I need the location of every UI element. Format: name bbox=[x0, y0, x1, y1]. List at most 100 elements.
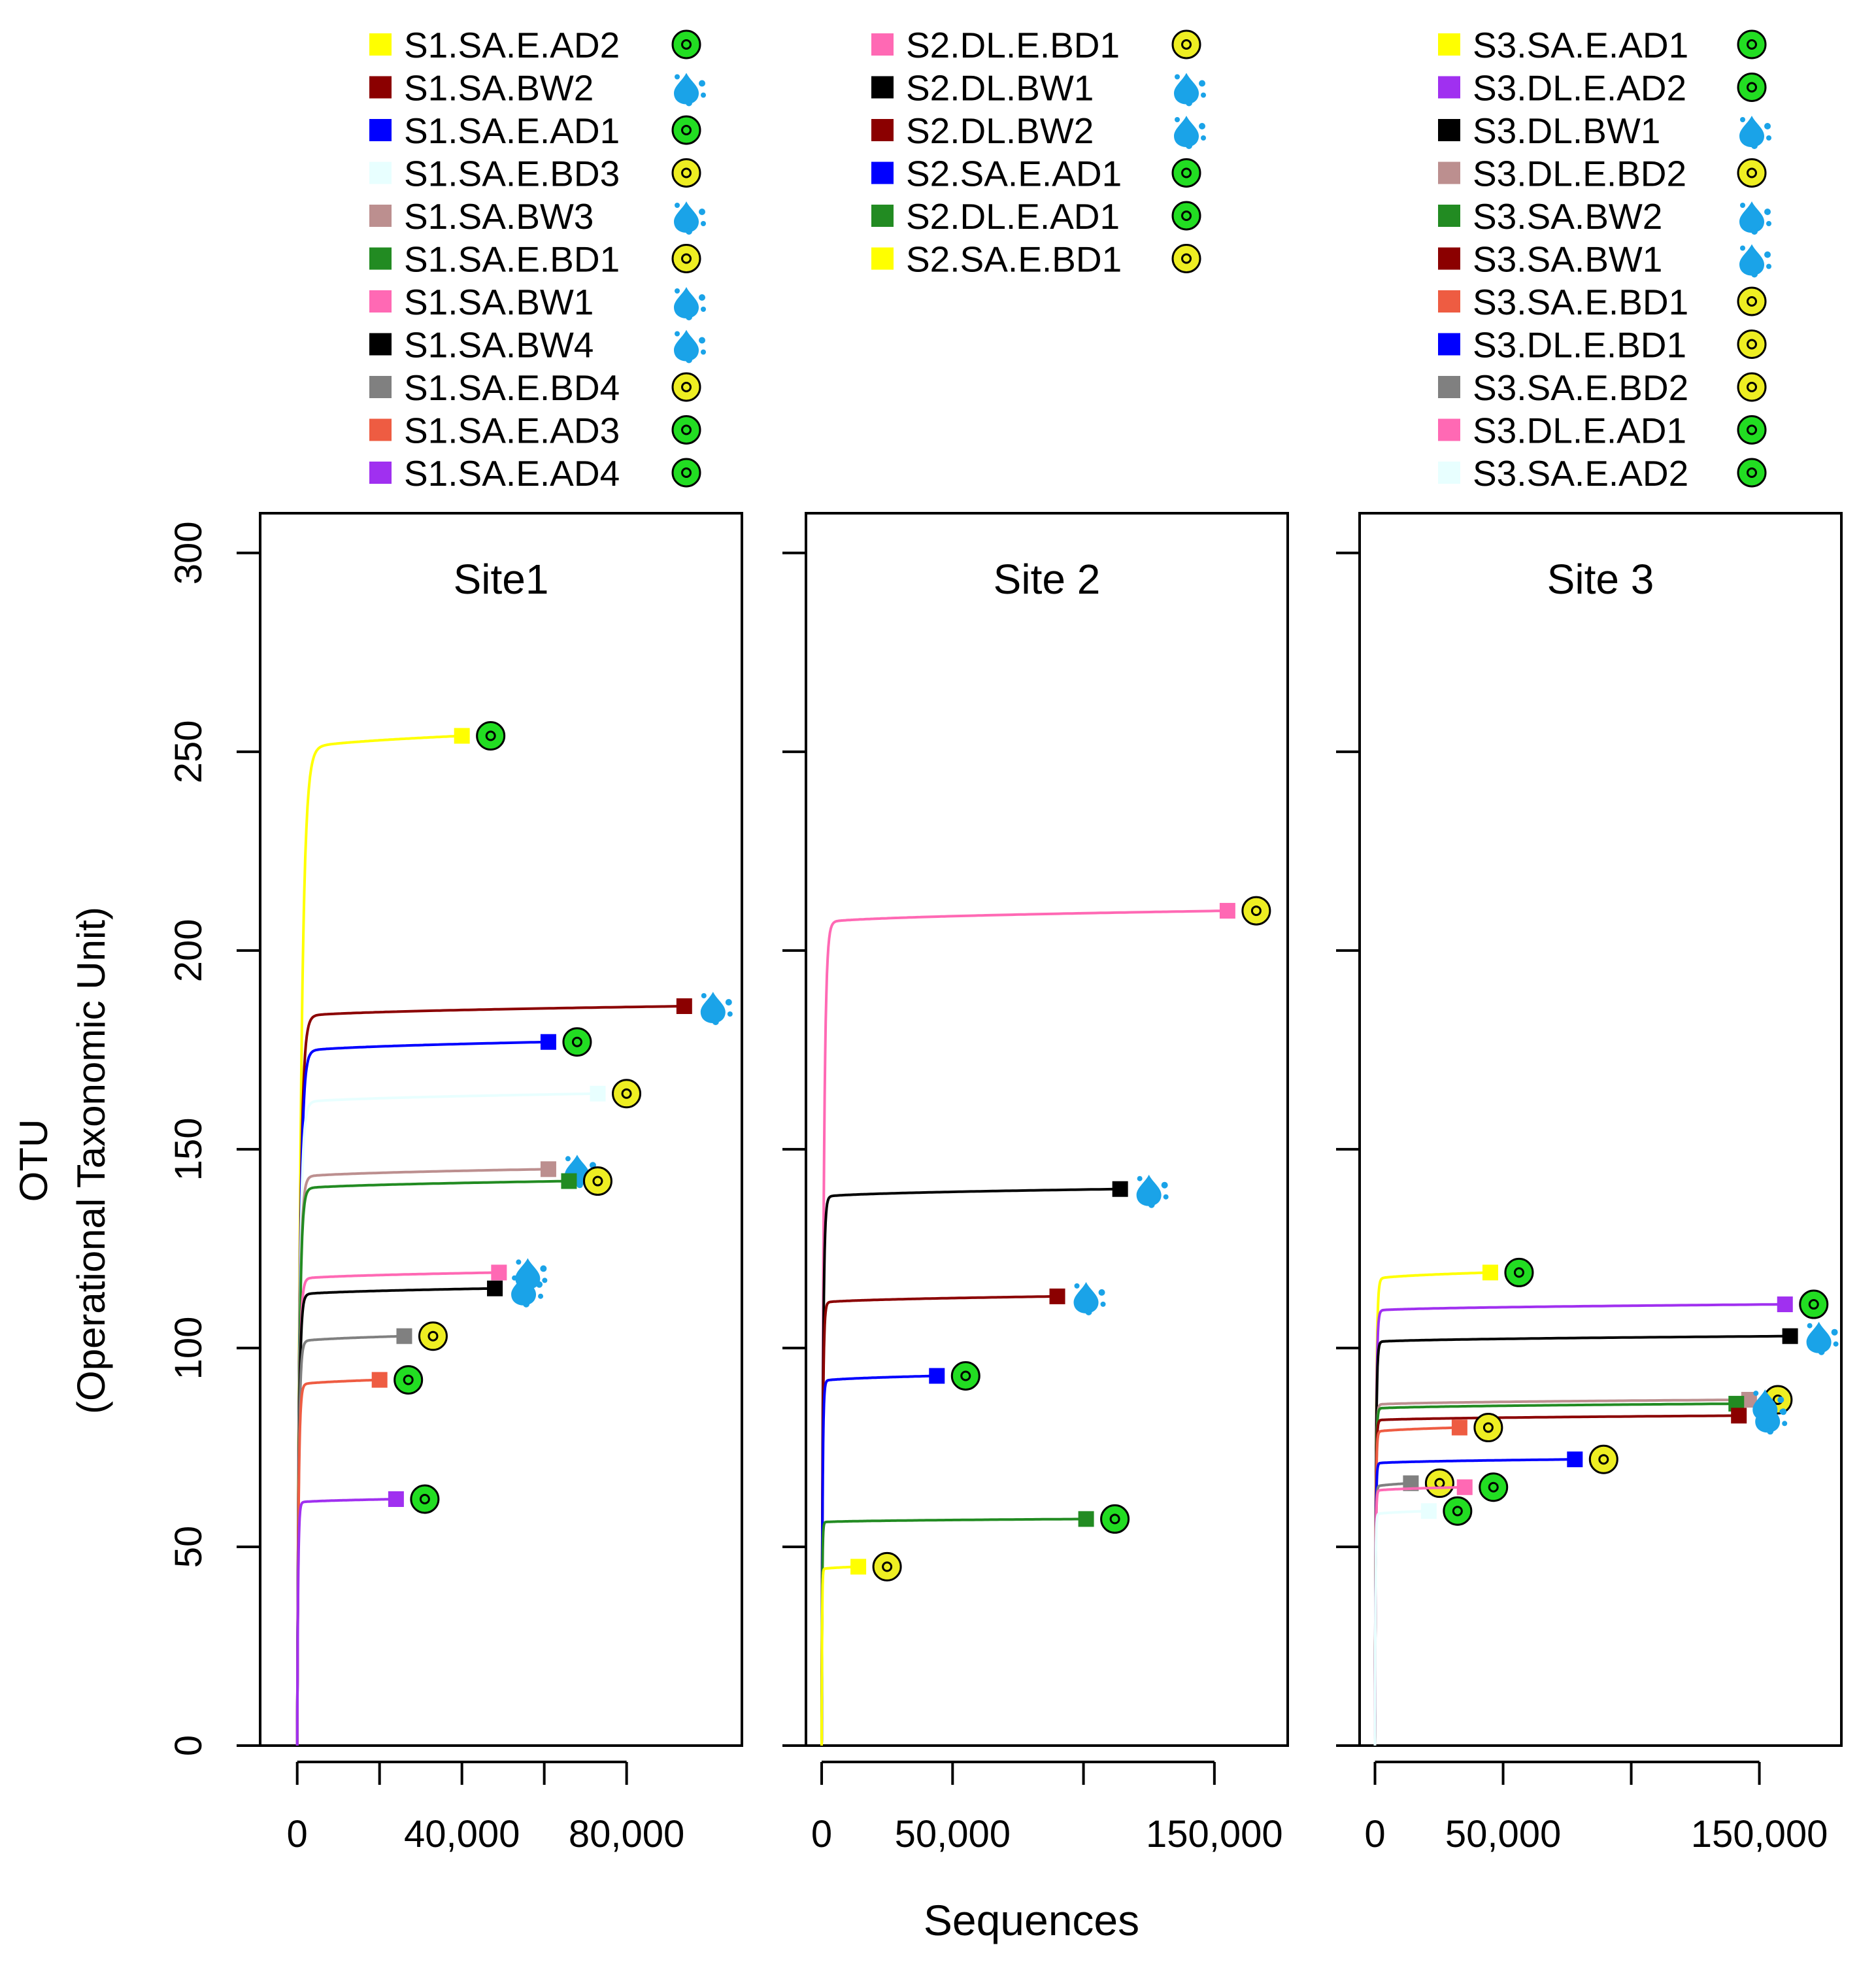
legend-item: S3.SA.BW1 bbox=[1438, 239, 1771, 280]
yellow-circle-icon bbox=[1588, 1444, 1618, 1474]
end-point bbox=[540, 1034, 556, 1050]
legend-item: S2.SA.E.AD1 bbox=[871, 154, 1201, 194]
legend-swatch bbox=[871, 119, 894, 141]
center-ring bbox=[1747, 467, 1757, 478]
x-axis: 0 50,000 150,000 bbox=[811, 1761, 1283, 1855]
droplet-icon bbox=[1174, 73, 1199, 105]
sample-type-marker bbox=[1588, 1444, 1618, 1474]
legend-marker bbox=[1174, 73, 1206, 107]
curve-line bbox=[820, 1294, 1058, 1746]
legend-swatch bbox=[369, 462, 392, 484]
legend-marker bbox=[674, 287, 706, 320]
panel-title: Site 3 bbox=[1547, 556, 1654, 603]
center-ring bbox=[1747, 39, 1757, 50]
legend-swatch bbox=[369, 161, 392, 184]
green-circle-icon bbox=[950, 1361, 980, 1391]
splash-dot bbox=[1766, 263, 1771, 269]
yellow-circle-icon bbox=[1737, 158, 1767, 188]
splash-dot bbox=[1163, 1194, 1169, 1200]
legend-item: S3.SA.E.AD1 bbox=[1438, 25, 1767, 65]
droplet-icon bbox=[674, 287, 699, 318]
curve-line bbox=[295, 1179, 569, 1746]
legend-marker bbox=[1737, 158, 1767, 188]
legend-marker bbox=[1739, 201, 1771, 235]
splash-dot bbox=[523, 1300, 530, 1308]
x-tick-label: 150,000 bbox=[1691, 1813, 1828, 1855]
sample-type-marker bbox=[1806, 1321, 1839, 1355]
legend-marker bbox=[674, 330, 706, 364]
legend-swatch bbox=[369, 33, 392, 56]
splash-dot bbox=[701, 307, 706, 312]
legend-item: S1.SA.BW1 bbox=[369, 282, 706, 322]
legend-site1: S1.SA.E.AD2S1.SA.BW2S1.SA.E.AD1S1.SA.E.B… bbox=[369, 25, 706, 494]
end-point bbox=[1482, 1264, 1498, 1281]
green-circle-icon bbox=[671, 29, 701, 59]
legend-swatch bbox=[369, 247, 392, 270]
legend-item: S1.SA.E.BD3 bbox=[369, 154, 701, 194]
curve-line bbox=[820, 1517, 1086, 1746]
legend-label: S1.SA.E.AD3 bbox=[404, 411, 620, 451]
sample-type-marker bbox=[1443, 1496, 1473, 1526]
droplet-icon bbox=[1136, 1174, 1162, 1206]
legend-label: S2.SA.E.AD1 bbox=[906, 154, 1122, 194]
green-circle-icon bbox=[1504, 1257, 1534, 1287]
splash-dot bbox=[512, 1275, 518, 1281]
yellow-circle-icon bbox=[671, 244, 701, 273]
center-ring bbox=[1747, 339, 1757, 350]
center-ring bbox=[1181, 253, 1192, 264]
x-tick-label: 80,000 bbox=[569, 1813, 684, 1855]
center-ring bbox=[1747, 296, 1757, 307]
yellow-circle-icon bbox=[1737, 330, 1767, 359]
sample-type-marker bbox=[394, 1365, 424, 1395]
sample-type-marker bbox=[1504, 1257, 1534, 1287]
legend-marker bbox=[671, 415, 701, 445]
end-point bbox=[1420, 1503, 1437, 1519]
splash-dot bbox=[542, 1277, 548, 1283]
legend-swatch bbox=[871, 161, 894, 184]
legend-label: S1.SA.BW2 bbox=[404, 68, 594, 109]
series-curve bbox=[295, 1484, 440, 1746]
legend-item: S1.SA.E.AD4 bbox=[369, 453, 701, 494]
splash-dot bbox=[1100, 1301, 1106, 1307]
end-point bbox=[1731, 1408, 1747, 1424]
splash-dot bbox=[1833, 1341, 1839, 1347]
end-point bbox=[487, 1280, 503, 1296]
splash-dot bbox=[1780, 1408, 1787, 1415]
end-point bbox=[850, 1559, 867, 1575]
splash-dot bbox=[1751, 228, 1758, 235]
center-ring bbox=[1181, 39, 1192, 50]
droplet-icon bbox=[674, 73, 699, 105]
center-ring bbox=[1181, 211, 1192, 221]
splash-dot bbox=[1161, 1181, 1168, 1189]
splash-dot bbox=[1201, 92, 1206, 98]
center-ring bbox=[571, 1036, 582, 1047]
legend-swatch bbox=[369, 119, 392, 141]
splash-dot bbox=[1175, 117, 1180, 122]
sample-type-marker bbox=[1424, 1468, 1454, 1498]
green-circle-icon bbox=[671, 115, 701, 145]
splash-dot bbox=[1764, 251, 1771, 258]
legend-item: S3.SA.BW2 bbox=[1438, 196, 1771, 237]
yellow-circle-icon bbox=[1424, 1468, 1454, 1498]
end-point bbox=[371, 1372, 388, 1388]
legend-marker bbox=[1737, 372, 1767, 402]
yellow-circle-icon bbox=[582, 1166, 612, 1196]
end-point bbox=[1112, 1181, 1128, 1197]
end-point bbox=[1456, 1479, 1473, 1495]
end-point bbox=[1049, 1288, 1065, 1304]
yellow-circle-icon bbox=[671, 372, 701, 402]
splash-dot bbox=[701, 349, 706, 355]
splash-dot bbox=[1137, 1176, 1143, 1181]
x-tick-label: 50,000 bbox=[895, 1813, 1011, 1855]
splash-dot bbox=[675, 74, 680, 80]
legend-label: S3.SA.BW2 bbox=[1473, 196, 1662, 237]
droplet-icon bbox=[1806, 1321, 1832, 1353]
curve-line bbox=[295, 1378, 380, 1746]
splash-dot bbox=[1756, 1402, 1762, 1408]
droplet-icon bbox=[674, 201, 699, 233]
end-point bbox=[1078, 1511, 1094, 1527]
center-ring bbox=[1747, 167, 1757, 178]
splash-dot bbox=[1777, 1396, 1784, 1404]
plot-frame bbox=[259, 512, 743, 1747]
sample-type-marker bbox=[1755, 1401, 1788, 1435]
